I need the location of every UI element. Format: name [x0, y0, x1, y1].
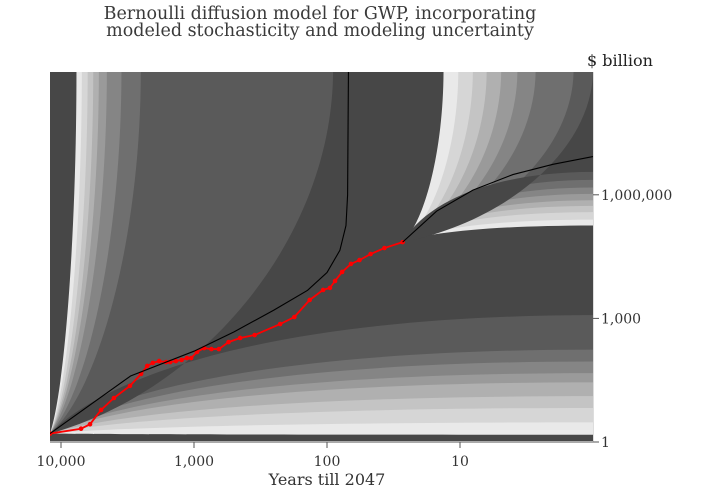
series-point-9: [150, 360, 156, 366]
plot-area: [50, 72, 593, 441]
x-tick-label-2: 1,000: [174, 454, 214, 470]
series-point-2: [78, 426, 84, 432]
series-point-34: [382, 245, 387, 251]
chart-title: Bernoulli diffusion model for GWP, incor…: [0, 4, 640, 41]
y-tick-label-1: 1: [601, 435, 610, 451]
series-point-22: [237, 335, 243, 341]
x-axis-label: Years till 2047: [268, 470, 386, 489]
series-line-3: [402, 155, 593, 243]
series-point-5: [111, 395, 117, 401]
series-point-15: [184, 355, 190, 361]
x-tick-label-4: 10: [451, 454, 469, 470]
series-point-10: [156, 358, 162, 364]
series-point-28: [327, 285, 333, 291]
series-point-31: [348, 261, 354, 267]
x-tick-label-1: 10,000: [37, 454, 86, 470]
y-tick-label-3: 1,000,000: [601, 188, 672, 204]
series-point-32: [357, 257, 362, 263]
series-point-26: [307, 297, 312, 303]
series-point-8: [144, 363, 150, 369]
fan-bands: [50, 72, 593, 435]
series-point-14: [179, 357, 184, 363]
series-point-27: [320, 287, 326, 293]
y-tick-label-2: 1,000: [601, 311, 641, 327]
series-point-3: [87, 421, 93, 427]
series-point-30: [339, 269, 345, 275]
series-point-23: [252, 332, 257, 338]
series-point-24: [277, 321, 283, 327]
series-point-25: [292, 314, 297, 320]
y-axis-unit-label: $ billion: [587, 51, 653, 70]
chart-title-line-1: Bernoulli diffusion model for GWP, incor…: [103, 4, 537, 24]
series-line-2: [50, 72, 349, 435]
series-point-19: [209, 346, 214, 352]
series-point-6: [127, 383, 133, 389]
series-point-16: [188, 355, 194, 361]
series-lines: [50, 72, 593, 436]
series-point-29: [332, 278, 338, 284]
axes: 10,000 1,000 100 10 1 1,000 1,000,000: [37, 72, 672, 470]
series-point-20: [216, 346, 222, 352]
series-point-4: [98, 407, 104, 413]
chart-title-line-2: modeled stochasticity and modeling uncer…: [106, 21, 534, 41]
series-point-33: [368, 251, 373, 257]
series-point-21: [226, 339, 231, 345]
fan-2-band-7: [402, 72, 593, 243]
x-tick-label-3: 100: [314, 454, 341, 470]
series-point-13: [173, 358, 179, 364]
